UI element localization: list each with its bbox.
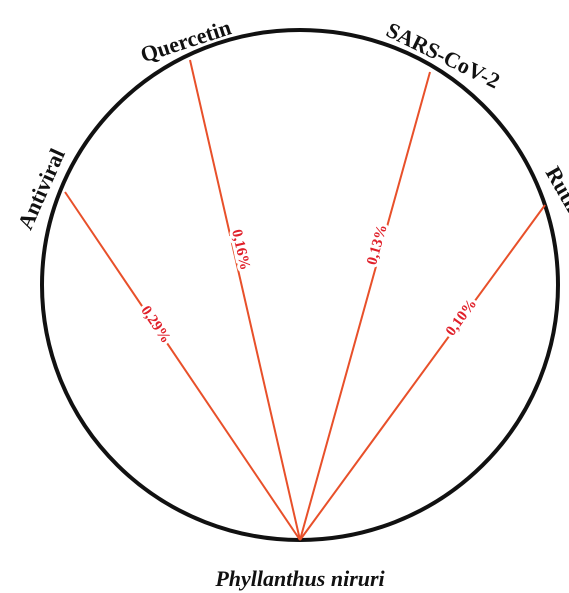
edge-label: 0,10%: [443, 296, 480, 339]
edge-label: 0,13%: [364, 223, 390, 267]
edge-label: 0,16%: [228, 228, 253, 272]
edges: [64, 59, 546, 541]
edge-label: 0,29%: [137, 303, 173, 346]
edge: [189, 59, 301, 541]
edge: [299, 204, 546, 541]
circle: [40, 28, 560, 542]
node-label: SARS-CoV-2: [383, 17, 505, 93]
edge: [64, 191, 301, 541]
node-label: Rutin: [541, 162, 569, 221]
edge: [299, 71, 431, 541]
center-node-label: Phyllanthus niruri: [214, 566, 385, 591]
node-label: Quercetin: [137, 15, 234, 68]
